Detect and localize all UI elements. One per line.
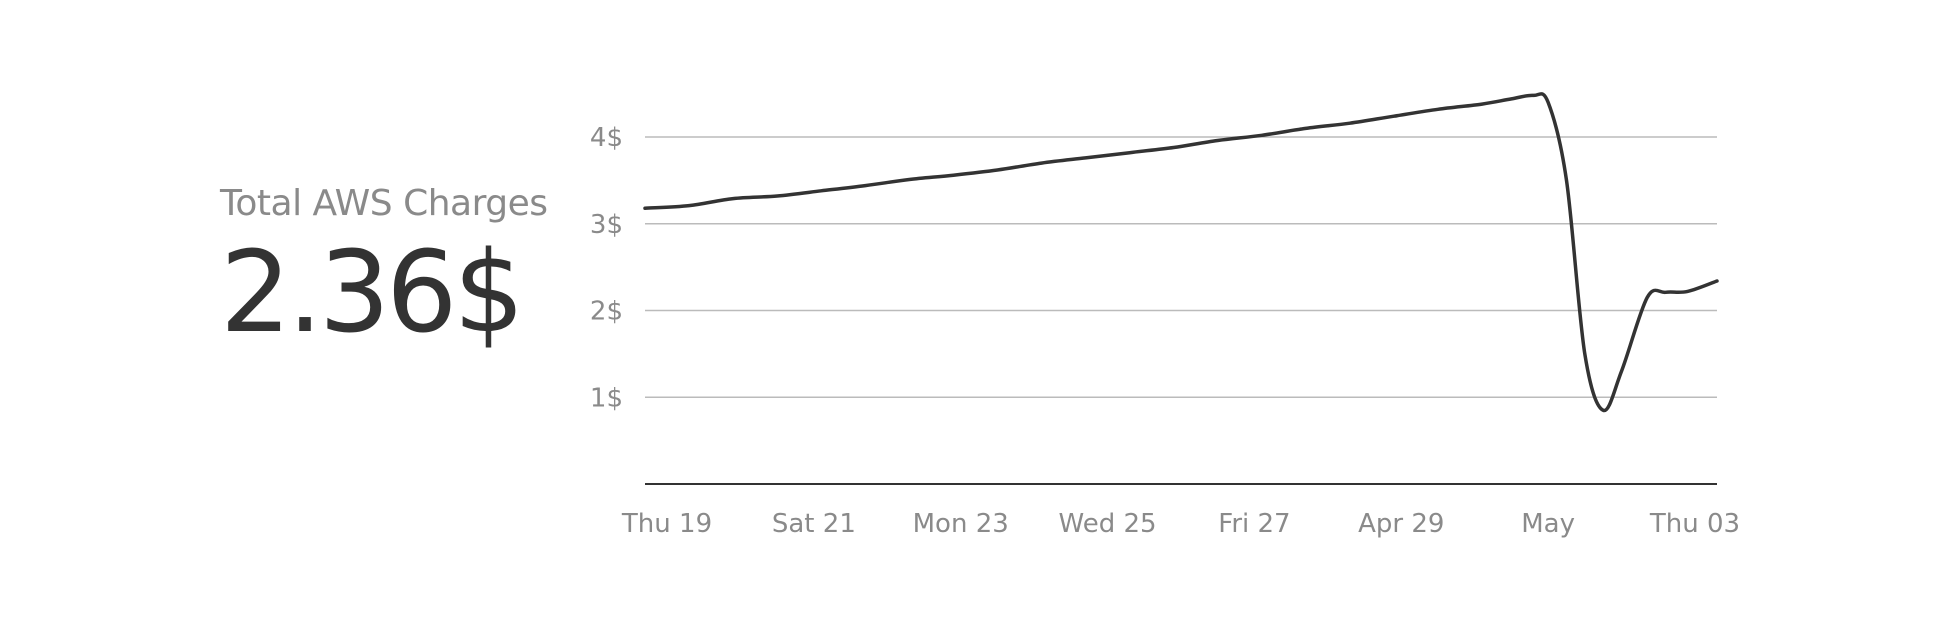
y-tick-label: 2$ [590,297,623,327]
series-line [643,92,1719,413]
x-tick-label: Fri 27 [1218,509,1290,539]
y-tick-label: 4$ [590,123,623,153]
x-tick-label: Sat 21 [772,509,856,539]
x-tick-label: Thu 03 [1649,509,1740,539]
y-axis-ticks: 1$ 2$ 3$ 4$ [590,123,623,413]
summary-label: Total AWS Charges [220,183,548,224]
summary-value: 2.36$ [220,228,525,358]
summary-panel: Total AWS Charges 2.36$ [220,180,560,358]
x-tick-label: Apr 29 [1358,509,1444,539]
grid-lines [645,136,1717,399]
x-tick-label: Mon 23 [913,509,1009,539]
y-tick-label: 3$ [590,210,623,240]
x-tick-label: May [1521,509,1575,539]
y-tick-label: 1$ [590,383,623,413]
x-axis-ticks: Thu 19 Sat 21 Mon 23 Wed 25 Fri 27 Apr 29 May T… [621,509,1740,539]
x-tick-label: Thu 19 [621,509,712,539]
x-tick-label: Wed 25 [1059,509,1157,539]
